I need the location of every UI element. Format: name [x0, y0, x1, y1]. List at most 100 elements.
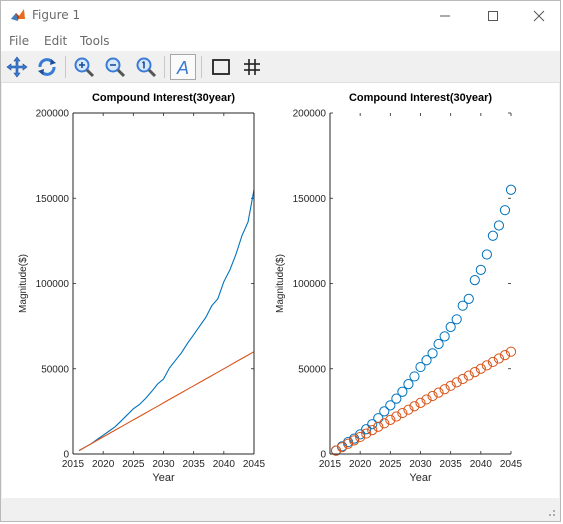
figure-canvas[interactable]: Compound Interest(30year) 2015 2020 2025 203…: [2, 83, 559, 498]
x-tick-label: 2040: [213, 459, 236, 470]
data-point: [463, 370, 474, 381]
data-point: [379, 406, 390, 417]
data-point: [427, 348, 438, 359]
svg-text:A: A: [176, 58, 189, 78]
close-button[interactable]: [516, 1, 562, 31]
y-tick-label: 200000: [36, 109, 70, 120]
data-point: [445, 321, 456, 333]
data-point: [481, 360, 492, 371]
toolbar: A: [1, 51, 560, 83]
zoom-reset-icon: [136, 57, 157, 78]
data-point: [451, 314, 462, 325]
x-tick-label: 2015: [62, 459, 85, 470]
x-tick-label: 2035: [440, 459, 463, 470]
zoom-in-button[interactable]: [71, 54, 97, 80]
data-point: [439, 331, 450, 342]
data-point: [361, 428, 372, 439]
zoom-reset-button[interactable]: [133, 54, 159, 80]
data-point: [343, 438, 354, 449]
zoom-in-icon: [74, 57, 95, 78]
chart-title: Compound Interest(30year): [92, 92, 235, 104]
data-point: [403, 404, 414, 415]
y-axis-label: Magnitude($): [18, 254, 29, 313]
data-point: [385, 414, 396, 425]
data-point: [493, 353, 505, 364]
x-tick-label: 2045: [500, 459, 523, 470]
y-tick-label: 50000: [41, 364, 69, 375]
menu-file[interactable]: File: [9, 34, 30, 48]
menu-tools[interactable]: Tools: [80, 34, 110, 48]
rotate-button[interactable]: [34, 54, 60, 80]
figure-svg: Compound Interest(30year) 2015 2020 2025 203…: [18, 92, 523, 484]
pan-icon: [6, 56, 28, 78]
data-point: [373, 421, 384, 432]
data-point: [349, 435, 360, 446]
x-axis-label: Year: [409, 472, 432, 484]
data-point: [427, 390, 438, 402]
data-point: [505, 184, 517, 195]
matlab-app-icon: [11, 9, 25, 21]
minimize-icon: [440, 15, 450, 17]
resize-grip-icon[interactable]: [546, 507, 556, 517]
data-point: [385, 400, 396, 411]
data-point: [330, 445, 342, 456]
data-point: [505, 346, 517, 357]
x-tick-label: 2030: [409, 459, 432, 470]
x-tick-label: 2040: [470, 459, 493, 470]
x-tick-label: 2035: [183, 459, 206, 470]
y-tick-label: 150000: [293, 194, 327, 205]
axes-1: [73, 113, 254, 454]
series-line-2: [78, 351, 255, 452]
data-point: [475, 363, 486, 374]
data-point: [493, 220, 505, 231]
window-title: Figure 1: [32, 8, 81, 22]
maximize-button[interactable]: [470, 1, 516, 31]
data-point: [397, 407, 408, 419]
data-point: [469, 367, 480, 378]
data-point: [409, 401, 420, 412]
y-axis-label: Magnitude($): [275, 254, 286, 313]
data-point: [487, 356, 498, 368]
data-point: [433, 338, 444, 350]
data-point: [463, 293, 474, 304]
zoom-out-button[interactable]: [102, 54, 128, 80]
menu-edit[interactable]: Edit: [44, 34, 68, 48]
pan-button[interactable]: [4, 54, 30, 80]
toolbar-separator: [201, 56, 202, 78]
data-point: [421, 355, 432, 366]
data-point: [433, 387, 444, 398]
minimize-button[interactable]: [422, 1, 468, 31]
data-point: [391, 411, 402, 422]
data-point: [397, 386, 408, 397]
data-point: [457, 373, 468, 385]
data-point: [499, 350, 511, 361]
data-point: [415, 397, 426, 408]
data-point: [355, 429, 366, 440]
x-tick-label: 2020: [92, 459, 115, 470]
data-point: [391, 393, 402, 404]
axes-2: [330, 113, 511, 454]
grid-icon: [244, 59, 260, 75]
data-point: [379, 418, 390, 429]
data-point: [355, 431, 366, 443]
plot-area: [73, 113, 254, 454]
text-annotation-button[interactable]: A: [170, 54, 196, 80]
axes-box-button[interactable]: [208, 54, 234, 80]
data-point: [421, 394, 432, 405]
data-point: [361, 424, 372, 435]
x-tick-label: 2015: [319, 459, 342, 470]
y-tick-label: 100000: [293, 279, 327, 290]
series-line-1: [78, 189, 255, 452]
data-point: [445, 380, 456, 391]
plot-area: [330, 113, 511, 454]
chart-title: Compound Interest(30year): [349, 92, 492, 104]
data-point: [451, 377, 462, 388]
rotate-icon: [38, 58, 56, 76]
title-bar[interactable]: Figure 1: [1, 1, 560, 31]
data-point: [481, 249, 492, 260]
toolbar-separator: [164, 56, 165, 78]
grid-button[interactable]: [239, 54, 265, 80]
x-tick-label: 2020: [349, 459, 372, 470]
data-point: [409, 371, 420, 382]
